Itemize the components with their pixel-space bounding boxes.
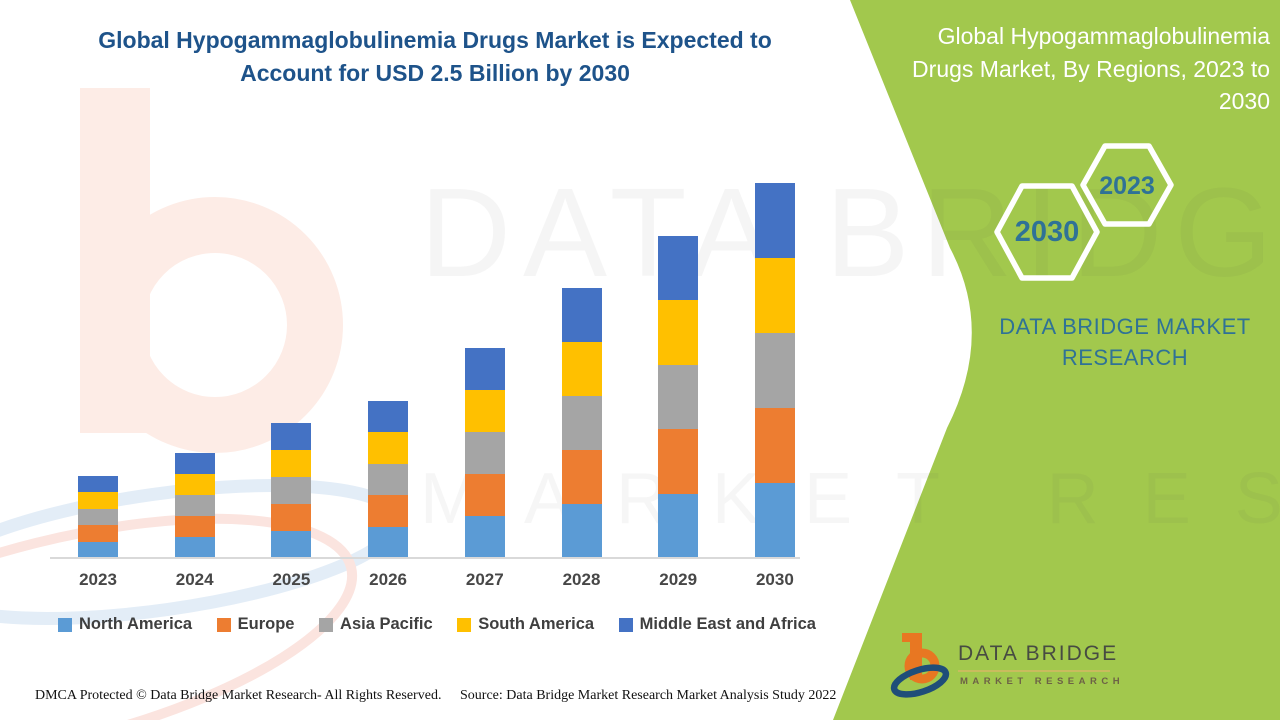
bar-segment-2023-europe <box>78 525 118 542</box>
legend-swatch-icon <box>618 617 633 632</box>
x-axis-line <box>50 557 800 559</box>
legend-label: South America <box>478 615 595 633</box>
bar-segment-2025-middle-east-and-africa <box>271 423 312 450</box>
bar-segment-2027-north-america <box>464 516 505 558</box>
watermark-text-line1: DATA BRIDGE <box>420 162 1280 303</box>
legend-item-south-america: South America <box>457 615 594 634</box>
hexagon-year-2023: 2023 <box>1099 172 1155 200</box>
bar-segment-2026-middle-east-and-africa <box>368 400 409 432</box>
stacked-bar-2027 <box>464 348 505 558</box>
dmca-copyright-text: DMCA Protected © Data Bridge Market Rese… <box>35 688 442 703</box>
stacked-bar-2030 <box>754 183 795 558</box>
bar-segment-2024-south-america <box>174 474 215 495</box>
bar-segment-2023-north-america <box>78 541 118 558</box>
bar-segment-2030-asia-pacific <box>754 333 795 408</box>
bar-segment-2026-south-america <box>368 432 409 464</box>
legend-item-europe: Europe <box>216 615 295 634</box>
stacked-bar-2025 <box>271 423 312 558</box>
legend-label: Europe <box>237 615 295 633</box>
legend-item-middle-east-and-africa: Middle East and Africa <box>618 615 816 634</box>
chart-title-line1: Global Hypogammaglobulinemia Drugs Marke… <box>98 27 772 53</box>
stacked-bar-2023 <box>78 475 118 558</box>
hexagon-2030-icon <box>994 183 1100 281</box>
source-text: Source: Data Bridge Market Research Mark… <box>460 688 837 703</box>
bar-segment-2030-north-america <box>754 483 795 558</box>
x-axis-label-2026: 2026 <box>369 570 408 589</box>
bar-segment-2029-asia-pacific <box>658 364 699 429</box>
bar-segment-2027-south-america <box>464 390 505 432</box>
bar-segment-2023-middle-east-and-africa <box>78 475 118 492</box>
bar-segment-2025-north-america <box>271 531 312 558</box>
bar-segment-2023-south-america <box>78 492 118 509</box>
legend-swatch-icon <box>216 617 231 632</box>
bar-segment-2027-middle-east-and-africa <box>464 348 505 390</box>
dbmr-logo: DATA BRIDGE MARKET RESEARCH <box>890 628 1130 708</box>
legend-label: Middle East and Africa <box>639 615 816 633</box>
legend-swatch-icon <box>58 617 72 632</box>
bar-segment-2028-asia-pacific <box>561 396 602 450</box>
bar-segment-2025-europe <box>271 504 312 531</box>
legend-label: North America <box>79 615 193 633</box>
bar-segment-2030-europe <box>754 408 795 483</box>
legend-swatch-icon <box>457 617 472 632</box>
bar-chart-plot-area <box>55 168 795 558</box>
x-axis-label-2030: 2030 <box>755 570 794 589</box>
logo-subtitle-text: MARKET RESEARCH <box>960 676 1125 687</box>
bar-segment-2028-north-america <box>561 504 602 558</box>
bar-segment-2023-asia-pacific <box>78 508 118 525</box>
side-panel-title: Global Hypogammaglobulinemia Drugs Marke… <box>912 23 1270 115</box>
bar-segment-2027-europe <box>464 474 505 516</box>
x-axis-label-2023: 2023 <box>79 570 117 589</box>
bar-segment-2024-europe <box>174 516 215 537</box>
bar-segment-2025-asia-pacific <box>271 477 312 504</box>
hexagons-graphic <box>994 143 1174 281</box>
logo-divider <box>958 670 1110 672</box>
bar-segment-2025-south-america <box>271 450 312 477</box>
x-axis-label-2025: 2025 <box>272 570 311 589</box>
side-panel-brand-text: DATA BRIDGE MARKET RESEARCH <box>999 314 1251 370</box>
legend-item-asia-pacific: Asia Pacific <box>319 615 433 634</box>
legend-swatch-icon <box>319 617 334 632</box>
bar-segment-2029-middle-east-and-africa <box>658 235 699 300</box>
chart-title: Global Hypogammaglobulinemia Drugs Marke… <box>45 24 825 91</box>
bar-segment-2028-south-america <box>561 342 602 396</box>
hexagon-year-2030: 2030 <box>1014 216 1080 248</box>
bar-segment-2028-middle-east-and-africa <box>561 288 602 342</box>
bar-segment-2026-north-america <box>368 526 409 558</box>
bar-segment-2029-north-america <box>658 493 699 558</box>
bar-segment-2024-middle-east-and-africa <box>174 453 215 474</box>
legend-label: Asia Pacific <box>340 615 433 633</box>
bar-segment-2024-north-america <box>174 537 215 558</box>
x-axis-label-2024: 2024 <box>175 570 214 589</box>
x-axis-label-2029: 2029 <box>659 570 698 589</box>
chart-legend: North America Europe Asia Pacific South Ame… <box>58 615 816 634</box>
chart-title-line2: Account for USD 2.5 Billion by 2030 <box>240 60 630 87</box>
bar-segment-2027-asia-pacific <box>464 432 505 474</box>
bar-segment-2030-middle-east-and-africa <box>754 183 795 258</box>
stacked-bar-2026 <box>368 400 409 558</box>
bar-segment-2028-europe <box>561 450 602 504</box>
bar-segment-2029-south-america <box>658 300 699 365</box>
x-axis-labels: 2023 2024 2025 2026 2027 2028 2029 2030 <box>55 570 795 594</box>
bar-segment-2026-asia-pacific <box>368 463 409 495</box>
logo-name-text: DATA BRIDGE <box>958 642 1119 665</box>
x-axis-label-2027: 2027 <box>465 570 504 589</box>
stacked-bar-2029 <box>658 235 699 558</box>
hexagon-2023-icon <box>1080 143 1174 227</box>
bar-segment-2029-europe <box>658 429 699 494</box>
legend-item-north-america: North America <box>58 615 192 634</box>
stacked-bar-2024 <box>174 453 215 558</box>
x-axis-label-2028: 2028 <box>562 570 601 589</box>
bar-segment-2026-europe <box>368 495 409 527</box>
dbmr-logo-b-icon <box>890 633 950 698</box>
bar-segment-2024-asia-pacific <box>174 495 215 516</box>
stacked-bar-2028 <box>561 288 602 558</box>
bar-segment-2030-south-america <box>754 258 795 333</box>
